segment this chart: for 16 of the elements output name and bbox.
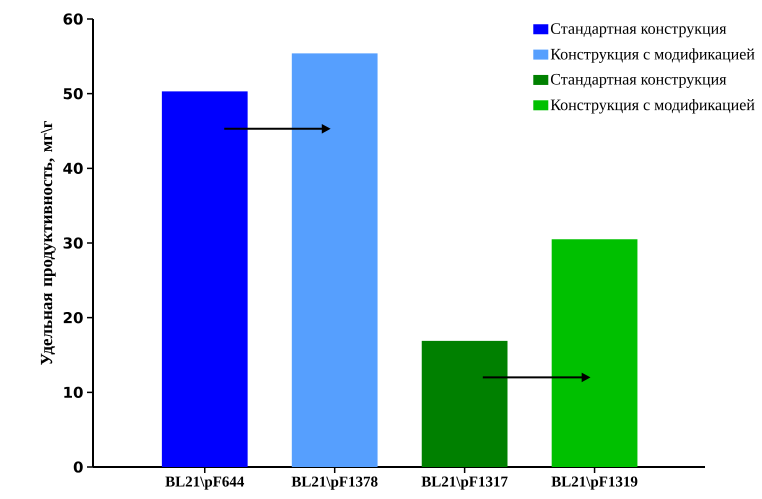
legend-label: Конструкция с модификацией	[550, 48, 755, 63]
legend-label: Конструкция с модификацией	[550, 98, 755, 114]
x-tick-label: BL21\pF644	[165, 476, 244, 490]
legend-label: Стандартная конструкция	[550, 74, 726, 88]
y-axis-title: Удельная продуктивность, мг\г	[40, 120, 56, 366]
y-tick-label: 20	[64, 312, 83, 324]
y-tick-label: 0	[74, 461, 83, 473]
y-tick-label: 30	[64, 237, 83, 249]
y-tick-label: 50	[64, 88, 83, 100]
legend-label: Стандартная конструкция	[550, 23, 726, 38]
y-tick-label: 60	[64, 13, 83, 25]
y-tick-label: 40	[63, 162, 83, 174]
x-tick-label: BL21\pF1317	[422, 476, 508, 490]
y-tick-label: 10	[64, 386, 83, 398]
x-tick-label: BL21\pF1319	[551, 476, 638, 490]
x-tick-label: BL21\pF1378	[292, 476, 378, 490]
